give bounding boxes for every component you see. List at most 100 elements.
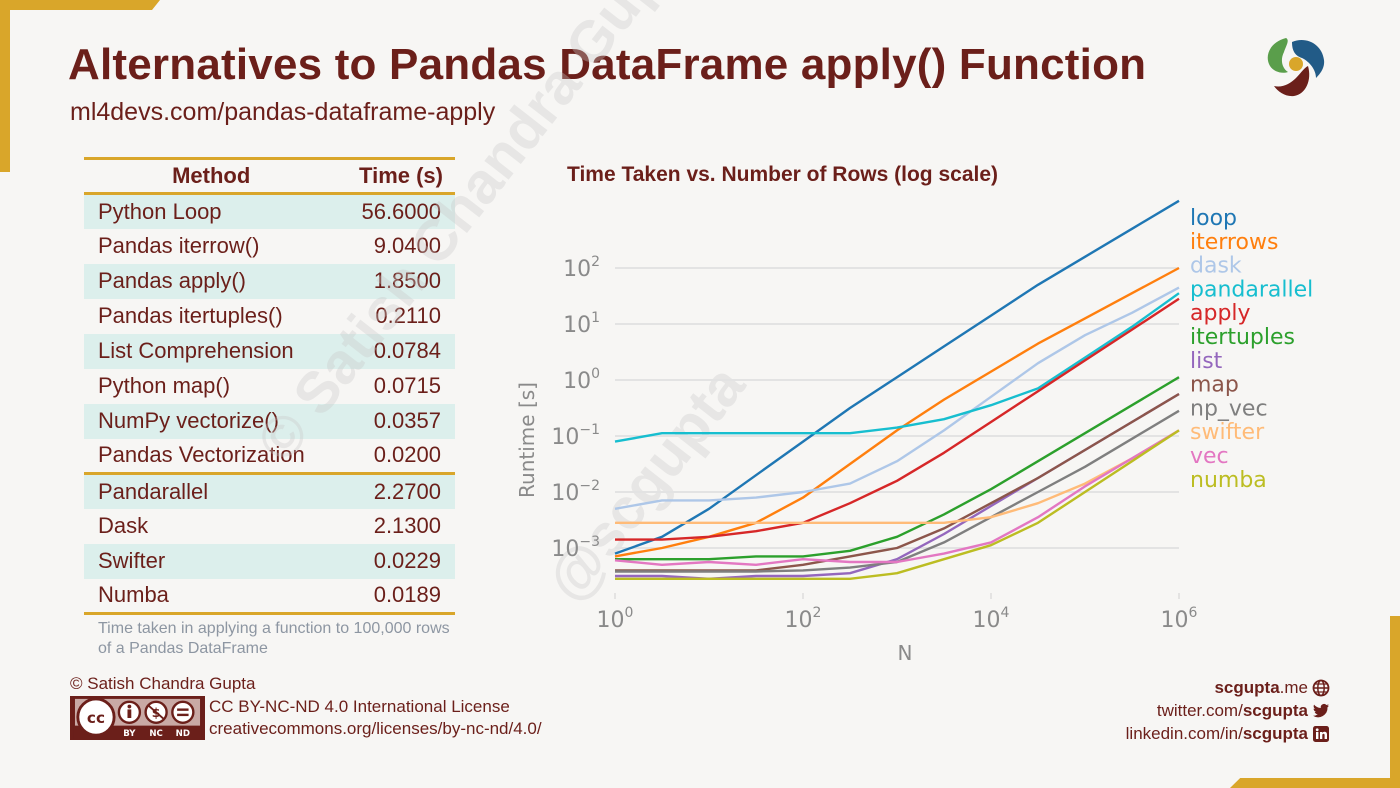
table-row: NumPy vectorize() 0.0357 (84, 403, 455, 439)
page-subtitle-url: ml4devs.com/pandas-dataframe-apply (70, 98, 496, 126)
corner-decoration-bottom (1230, 778, 1400, 788)
column-header-time: Time (s) (338, 157, 455, 195)
corner-decoration-top (0, 0, 160, 10)
legend-item-np_vec: np_vec (1190, 396, 1268, 421)
series-line-numba (615, 429, 1180, 580)
series-line-itertuples (615, 376, 1180, 561)
legend-item-apply: apply (1190, 301, 1251, 326)
svg-text:cc: cc (87, 709, 105, 727)
method-cell: NumPy vectorize() (84, 403, 339, 439)
svg-text:BY: BY (123, 729, 136, 739)
linkedin-icon (1313, 725, 1329, 742)
y-tick-label: 101 (563, 310, 600, 338)
twitter-icon (1313, 703, 1329, 717)
legend-item-numba: numba (1190, 468, 1267, 493)
legend-item-itertuples: itertuples (1190, 325, 1295, 350)
series-line-vec (614, 429, 1180, 566)
column-header-method: Method (84, 157, 339, 195)
method-cell: Numba (84, 578, 339, 615)
y-tick-label: 102 (563, 254, 600, 282)
license-url-link[interactable]: creativecommons.org/licenses/by-nc-nd/4.… (209, 719, 542, 738)
corner-decoration-right (1390, 616, 1400, 788)
method-cell: Pandarallel (84, 473, 339, 509)
y-tick-label: 10−1 (551, 422, 600, 450)
series-line-dask (614, 286, 1180, 510)
table-header-row: Method Time (s) (84, 157, 455, 195)
svg-text:ND: ND (176, 729, 190, 739)
method-cell: List Comprehension (84, 333, 339, 369)
swirl-logo-icon (1267, 38, 1325, 97)
copyright-text: © Satish Chandra Gupta (70, 674, 256, 693)
nd-icon (171, 700, 195, 724)
linkedin-link[interactable]: linkedin.com/in/scgupta (1126, 722, 1330, 745)
legend-item-loop: loop (1190, 206, 1237, 231)
chart-grid (615, 267, 1179, 549)
method-cell: Pandas itertuples() (98, 303, 283, 328)
table-row: Pandas iterrow() 9.0400 (84, 229, 455, 264)
method-cell: Swifter (84, 543, 339, 579)
legend-item-pandarallel: pandarallel (1190, 277, 1313, 302)
x-tick-label: 100 (597, 605, 634, 633)
nc-icon: $ (144, 700, 168, 724)
chart-series-lines (614, 199, 1180, 580)
table-row: Pandas itertuples() 0.2110 (84, 299, 455, 334)
time-cell: 0.0229 (338, 543, 455, 579)
footer-license: © Satish Chandra Gupta cc $ BY (70, 674, 542, 740)
cc-icon: cc (76, 697, 116, 737)
x-axis-label: N (898, 641, 913, 665)
table-row: Pandarallel 2.2700 (84, 473, 455, 509)
timing-table: Method Time (s) Python Loop 56.6000 Panda… (84, 157, 455, 659)
svg-text:NC: NC (149, 729, 162, 739)
table-row: Pandas apply() 1.8500 (84, 263, 455, 299)
table-row: Python map() 0.0715 (84, 369, 455, 404)
series-line-pandarallel (614, 292, 1180, 443)
corner-decoration-left (0, 0, 10, 172)
legend-item-map: map (1190, 373, 1239, 398)
series-line-map (615, 392, 1180, 572)
y-tick-label: 100 (563, 366, 600, 394)
by-icon (117, 700, 142, 724)
legend-item-iterrows: iterrows (1190, 230, 1278, 255)
series-line-swifter (615, 429, 1180, 524)
series-line-loop (614, 199, 1180, 555)
method-cell: Pandas Vectorization (84, 438, 339, 475)
website-link[interactable]: scgupta.me (1126, 676, 1330, 699)
series-line-apply (615, 297, 1180, 541)
chart-title: Time Taken vs. Number of Rows (log scale… (567, 163, 999, 186)
method-cell: Pandas iterrow() (98, 233, 260, 258)
table-row: Pandas Vectorization 0.0200 (84, 438, 455, 475)
y-axis-ticks: 102 101 100 10−1 10−2 10−3 (551, 254, 600, 562)
legend-item-vec: vec (1190, 444, 1229, 469)
time-cell: 56.6000 (338, 193, 455, 229)
license-name: CC BY-NC-ND 4.0 International License (209, 697, 510, 716)
table-footnote: Time taken in applying a function to 100… (98, 620, 450, 657)
chart-legend: loopiterrowsdaskpandarallelapplyitertupl… (1190, 206, 1313, 493)
table-row: Numba 0.0189 (84, 578, 455, 615)
legend-item-dask: dask (1190, 254, 1242, 279)
time-cell: 0.0715 (373, 373, 441, 398)
twitter-link[interactable]: twitter.com/scgupta (1126, 699, 1330, 722)
table-row: Swifter 0.0229 (84, 543, 455, 579)
x-tick-label: 106 (1161, 605, 1198, 633)
globe-icon (1312, 679, 1330, 696)
page-title: Alternatives to Pandas DataFrame apply()… (68, 40, 1147, 89)
time-cell: 0.0189 (338, 578, 455, 615)
time-cell: 2.1300 (373, 513, 441, 538)
time-cell: 0.0784 (338, 333, 455, 369)
x-tick-label: 104 (973, 605, 1010, 633)
cc-license-badge[interactable]: cc $ BY NC ND (70, 696, 205, 740)
y-tick-label: 10−2 (551, 478, 600, 506)
time-cell: 9.0400 (373, 233, 441, 258)
time-cell: 1.8500 (338, 263, 455, 299)
table-row: Python Loop 56.6000 (84, 193, 455, 229)
y-axis-label: Runtime [s] (515, 382, 539, 498)
time-cell: 0.0357 (338, 403, 455, 439)
y-tick-label: 10−3 (551, 534, 600, 562)
method-cell: Dask (98, 513, 149, 538)
table-row: Dask 2.1300 (84, 509, 455, 544)
table-row: List Comprehension 0.0784 (84, 333, 455, 369)
x-tick-label: 102 (785, 605, 822, 633)
time-cell: 0.0200 (338, 438, 455, 475)
time-cell: 0.2110 (375, 303, 441, 328)
